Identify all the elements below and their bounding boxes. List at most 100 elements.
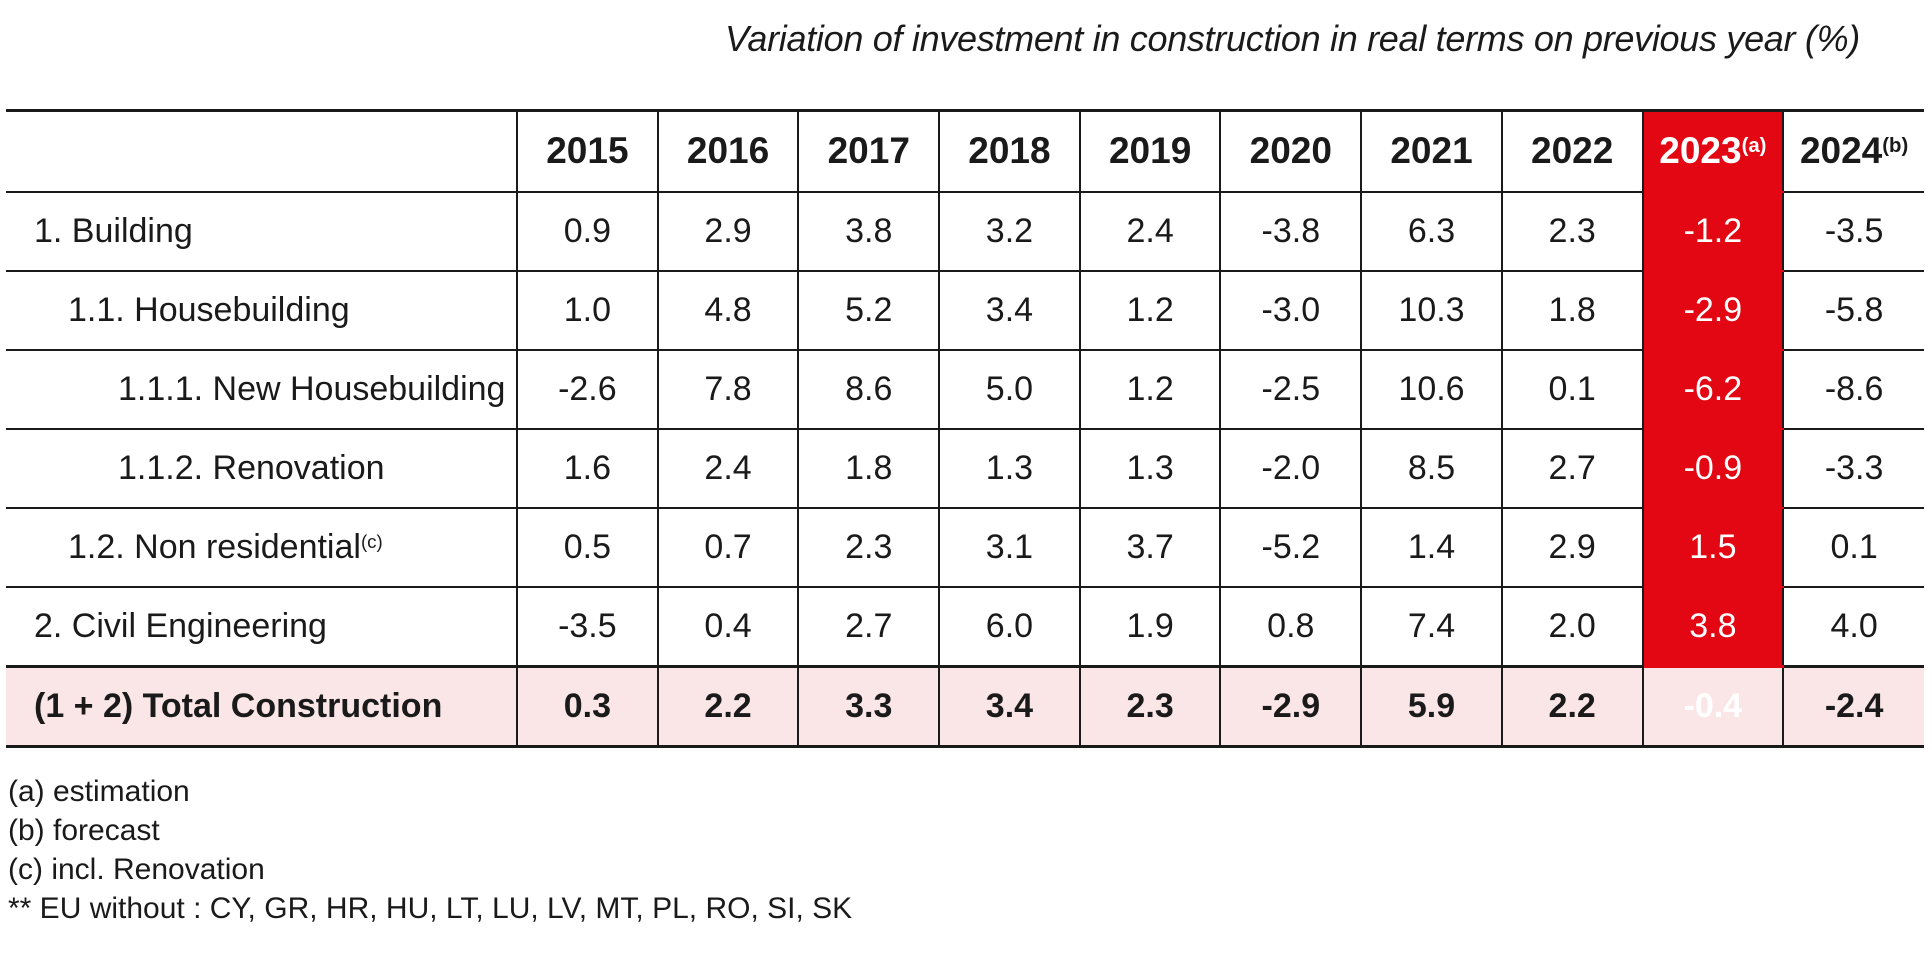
value-cell: 3.8 bbox=[1641, 585, 1785, 668]
value-cell: 0.3 bbox=[516, 664, 659, 748]
value-cell: 1.0 bbox=[516, 269, 659, 351]
footnote-line: (c) incl. Renovation bbox=[8, 852, 265, 886]
value-cell: 3.7 bbox=[1078, 506, 1222, 588]
year-header-2018: 2018 bbox=[938, 108, 1081, 193]
value-cell: 2.9 bbox=[1500, 506, 1644, 588]
value-cell: 1.3 bbox=[1078, 427, 1222, 509]
value-cell: -3.0 bbox=[1219, 269, 1363, 351]
value-cell: 1.3 bbox=[938, 427, 1081, 509]
value-cell: 1.4 bbox=[1360, 506, 1503, 588]
table-row: 2. Civil Engineering -3.5 0.4 2.7 6.0 1.9 0.8 7… bbox=[6, 585, 1924, 668]
value-cell: -2.9 bbox=[1641, 269, 1785, 351]
value-cell: -3.8 bbox=[1219, 190, 1363, 272]
value-cell: 1.8 bbox=[797, 427, 941, 509]
value-cell: -0.9 bbox=[1641, 427, 1785, 509]
value-cell: 0.9 bbox=[516, 190, 659, 272]
data-table: 2015 2016 2017 2018 2019 2020 2021 2022 2023(a) 2… bbox=[6, 108, 1924, 748]
value-cell: 0.5 bbox=[516, 506, 659, 588]
header-superscript: (b) bbox=[1882, 135, 1909, 158]
value-cell: 6.0 bbox=[938, 585, 1081, 668]
year-header-2021: 2021 bbox=[1360, 108, 1503, 193]
table-row: 1. Building 0.9 2.9 3.8 3.2 2.4 -3.8 6.3 2.3 -1.2… bbox=[6, 190, 1924, 272]
row-label: 1.1.2. Renovation bbox=[6, 427, 519, 509]
year-header-2022: 2022 bbox=[1500, 108, 1644, 193]
value-cell: 1.5 bbox=[1641, 506, 1785, 588]
value-cell: 1.2 bbox=[1078, 348, 1222, 430]
value-cell: 2.4 bbox=[1078, 190, 1222, 272]
value-cell: -2.6 bbox=[516, 348, 659, 430]
value-cell: 0.8 bbox=[1219, 585, 1363, 668]
value-cell: -3.5 bbox=[516, 585, 659, 668]
value-cell: -2.9 bbox=[1219, 664, 1363, 748]
value-cell: 3.3 bbox=[797, 664, 941, 748]
value-cell: 4.8 bbox=[656, 269, 800, 351]
value-cell: 10.3 bbox=[1360, 269, 1503, 351]
value-cell: 0.1 bbox=[1500, 348, 1644, 430]
value-cell: 5.9 bbox=[1360, 664, 1503, 748]
value-cell: 8.6 bbox=[797, 348, 941, 430]
table-body: 1. Building 0.9 2.9 3.8 3.2 2.4 -3.8 6.3 2.3 -1.2… bbox=[6, 190, 1924, 748]
footnotes: (a) estimation (b) forecast (c) incl. Reno… bbox=[8, 772, 1932, 928]
value-cell: 2.2 bbox=[656, 664, 800, 748]
value-cell: -1.2 bbox=[1641, 190, 1785, 272]
value-cell: 3.2 bbox=[938, 190, 1081, 272]
value-cell: -3.3 bbox=[1782, 427, 1924, 509]
table-row: 1.1.2. Renovation 1.6 2.4 1.8 1.3 1.3 -2.0 8.5 2… bbox=[6, 427, 1924, 509]
value-cell: 2.3 bbox=[1078, 664, 1222, 748]
row-label: 1. Building bbox=[6, 190, 519, 272]
corner-cell bbox=[6, 108, 519, 193]
value-cell: 2.7 bbox=[1500, 427, 1644, 509]
value-cell: -2.5 bbox=[1219, 348, 1363, 430]
value-cell: 5.2 bbox=[797, 269, 941, 351]
row-label: (1 + 2) Total Construction bbox=[6, 664, 519, 748]
table-row: 1.2. Non residential(c) 0.5 0.7 2.3 3.1 3.7 -5… bbox=[6, 506, 1924, 588]
value-cell: 0.7 bbox=[656, 506, 800, 588]
value-cell: 2.7 bbox=[797, 585, 941, 668]
value-cell: 0.1 bbox=[1782, 506, 1924, 588]
value-cell: -8.6 bbox=[1782, 348, 1924, 430]
year-header-2016: 2016 bbox=[656, 108, 800, 193]
table-row: 1.1.1. New Housebuilding -2.6 7.8 8.6 5.0 1.2… bbox=[6, 348, 1924, 430]
footnote-line: (b) forecast bbox=[8, 813, 160, 847]
table-row: 1.1. Housebuilding 1.0 4.8 5.2 3.4 1.2 -3.0 10.… bbox=[6, 269, 1924, 351]
year-header-2019: 2019 bbox=[1078, 108, 1222, 193]
value-cell: -5.8 bbox=[1782, 269, 1924, 351]
label-superscript: (c) bbox=[360, 530, 383, 552]
value-cell: -3.5 bbox=[1782, 190, 1924, 272]
header-superscript: (a) bbox=[1741, 135, 1767, 158]
row-label: 1.2. Non residential(c) bbox=[6, 506, 519, 588]
value-cell: 3.1 bbox=[938, 506, 1081, 588]
value-cell: 3.4 bbox=[938, 664, 1081, 748]
value-cell: 1.6 bbox=[516, 427, 659, 509]
value-cell: -5.2 bbox=[1219, 506, 1363, 588]
value-cell: -6.2 bbox=[1641, 348, 1785, 430]
footnote-line: ** EU without : CY, GR, HR, HU, LT, LU, … bbox=[8, 891, 853, 925]
value-cell: 3.8 bbox=[797, 190, 941, 272]
row-label: 1.1. Housebuilding bbox=[6, 269, 519, 351]
value-cell: 10.6 bbox=[1360, 348, 1503, 430]
value-cell: 1.2 bbox=[1078, 269, 1222, 351]
value-cell: 7.8 bbox=[656, 348, 800, 430]
year-header-2024: 2024(b) bbox=[1782, 108, 1924, 193]
value-cell: 2.9 bbox=[656, 190, 800, 272]
value-cell: 2.4 bbox=[656, 427, 800, 509]
value-cell: -2.4 bbox=[1782, 664, 1924, 748]
value-cell: -2.0 bbox=[1219, 427, 1363, 509]
value-cell: 5.0 bbox=[938, 348, 1081, 430]
footnote-line: (a) estimation bbox=[8, 774, 190, 808]
value-cell: 2.3 bbox=[797, 506, 941, 588]
value-cell: 8.5 bbox=[1360, 427, 1503, 509]
value-cell: 1.9 bbox=[1078, 585, 1222, 668]
value-cell: 4.0 bbox=[1782, 585, 1924, 668]
value-cell: 2.2 bbox=[1500, 664, 1644, 748]
table-row: (1 + 2) Total Construction 0.3 2.2 3.3 3.4 2.… bbox=[6, 664, 1924, 748]
year-header-2017: 2017 bbox=[797, 108, 941, 193]
value-cell: 6.3 bbox=[1360, 190, 1503, 272]
value-cell: 2.3 bbox=[1500, 190, 1644, 272]
value-cell: -0.4 bbox=[1641, 664, 1785, 748]
table-head-row: 2015 2016 2017 2018 2019 2020 2021 2022 2023(a) 2… bbox=[6, 108, 1924, 193]
row-label: 2. Civil Engineering bbox=[6, 585, 519, 668]
year-header-2023: 2023(a) bbox=[1641, 108, 1785, 193]
value-cell: 0.4 bbox=[656, 585, 800, 668]
value-cell: 2.0 bbox=[1500, 585, 1644, 668]
